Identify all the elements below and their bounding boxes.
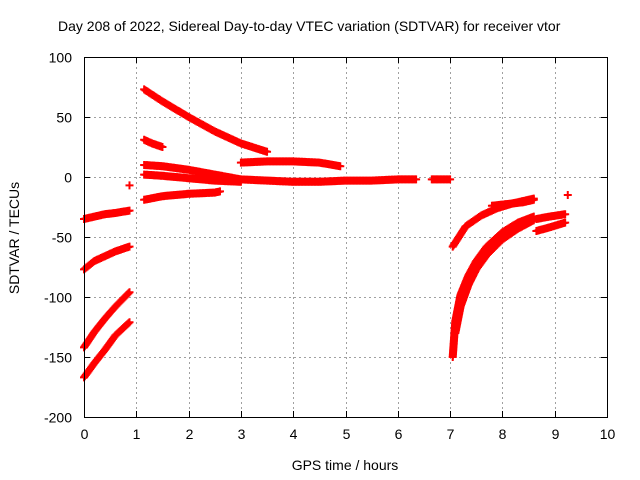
data-track (532, 218, 570, 235)
data-track (80, 318, 134, 382)
x-tick-label: 4 (290, 426, 298, 442)
data-point (561, 218, 570, 227)
y-tick-label: -150 (44, 350, 72, 366)
x-tick-label: 10 (600, 426, 616, 442)
data-point (124, 319, 133, 328)
data-point (158, 143, 167, 151)
data-track (563, 191, 572, 199)
data-point (125, 318, 134, 327)
data-track (80, 242, 134, 274)
data-track (125, 181, 134, 190)
y-tick-label: -50 (52, 230, 72, 246)
data-point (236, 177, 245, 186)
data-point (125, 206, 134, 215)
data-point (446, 175, 455, 184)
x-tick-label: 0 (81, 426, 89, 442)
y-tick-label: -100 (44, 290, 72, 306)
y-tick-label: 0 (64, 170, 72, 186)
data-track (451, 216, 538, 337)
data-track (80, 288, 134, 352)
y-tick-label: -200 (44, 410, 72, 426)
y-axis-label: SDTVAR / TECUs (6, 182, 22, 294)
x-tick-label: 3 (238, 426, 246, 442)
data-track (487, 195, 538, 210)
data-point (529, 195, 538, 204)
data-layer (80, 85, 572, 382)
data-point (263, 147, 272, 156)
chart-title: Day 208 of 2022, Sidereal Day-to-day VTE… (58, 18, 561, 34)
x-axis-label: GPS time / hours (292, 457, 399, 473)
x-tick-label: 6 (395, 426, 403, 442)
data-track (236, 157, 345, 171)
y-tick-label: 100 (49, 50, 73, 66)
y-tick-label: 50 (56, 110, 72, 126)
data-point (215, 187, 224, 196)
data-track (427, 175, 455, 184)
grid (84, 57, 607, 417)
data-point (124, 289, 133, 298)
x-tick-label: 7 (447, 426, 455, 442)
x-tick-label: 2 (186, 426, 194, 442)
x-tick-label: 8 (499, 426, 507, 442)
data-track (80, 206, 134, 223)
data-point (412, 175, 421, 184)
data-track (532, 210, 570, 223)
x-tick-label: 1 (133, 426, 141, 442)
data-track (140, 170, 245, 186)
data-point (563, 191, 572, 199)
data-point (125, 242, 134, 251)
data-point (336, 162, 345, 171)
data-track (140, 187, 224, 204)
x-tick-label: 5 (343, 426, 351, 442)
x-tick-label: 9 (552, 426, 560, 442)
data-track (140, 135, 167, 151)
data-point (561, 210, 570, 219)
data-track (140, 85, 272, 156)
data-point (125, 181, 134, 190)
data-point (125, 288, 134, 297)
axis-ticks: 0 1 2 3 4 5 6 7 8 9 10 100 50 0 -50 -100 -150 -200 (44, 50, 616, 443)
